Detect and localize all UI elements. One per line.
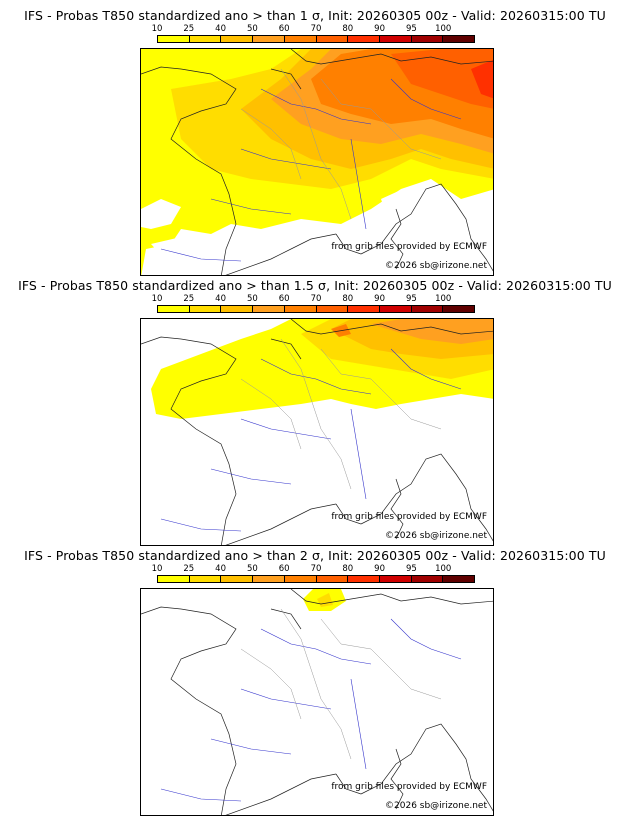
colorbar-tick-label: 25 xyxy=(183,294,195,304)
colorbar-tick-label: 50 xyxy=(246,294,258,304)
colorbar-segment xyxy=(411,306,444,312)
probability-fill xyxy=(151,319,493,419)
colorbar-segment xyxy=(348,306,380,312)
colorbar-segment xyxy=(443,306,475,312)
colorbar-segment xyxy=(221,306,254,312)
colorbar-tick-label: 60 xyxy=(278,24,290,34)
colorbar-tick-label: 40 xyxy=(215,24,227,34)
colorbar-segment xyxy=(189,576,222,582)
source-credit: from grib files provided by ECMWF xyxy=(331,512,487,522)
colorbar-tick-label: 80 xyxy=(342,564,354,574)
map-panel-1: IFS - Probas T850 standardized ano > tha… xyxy=(0,0,630,276)
colorbar-tick-label: 90 xyxy=(374,564,386,574)
colorbar-segment xyxy=(379,576,412,582)
colorbar-tick-label: 70 xyxy=(310,564,322,574)
colorbar-segment xyxy=(443,36,475,42)
colorbar-segment xyxy=(189,306,222,312)
source-credit: from grib files provided by ECMWF xyxy=(331,782,487,792)
colorbar-tick-label: 80 xyxy=(342,24,354,34)
colorbar-tick-label: 10 xyxy=(151,24,163,34)
coastlines xyxy=(141,49,493,275)
panel-title: IFS - Probas T850 standardized ano > tha… xyxy=(18,278,612,293)
copyright-credit: ©2026 sb@irizone.net xyxy=(385,801,487,811)
colorbar-tick-label: 25 xyxy=(183,24,195,34)
borders xyxy=(240,608,442,760)
colorbar-segment xyxy=(316,36,349,42)
colorbar-segment xyxy=(253,36,285,42)
map-panel-3: IFS - Probas T850 standardized ano > tha… xyxy=(0,540,630,816)
colorbar-tick-label: 90 xyxy=(374,294,386,304)
colorbar-tick-label: 100 xyxy=(435,294,452,304)
colorbar-tick-label: 50 xyxy=(246,24,258,34)
colorbar-tick-label: 60 xyxy=(278,294,290,304)
colorbar-segment xyxy=(348,36,380,42)
colorbar-tick-label: 40 xyxy=(215,294,227,304)
colorbar-tick-label: 95 xyxy=(405,294,417,304)
colorbar-tick-label: 80 xyxy=(342,294,354,304)
copyright-credit: ©2026 sb@irizone.net xyxy=(385,531,487,541)
colorbar xyxy=(157,35,475,43)
panel-title: IFS - Probas T850 standardized ano > tha… xyxy=(24,8,606,23)
colorbar-segment xyxy=(379,36,412,42)
colorbar-tick-label: 10 xyxy=(151,294,163,304)
colorbar-segment xyxy=(284,576,317,582)
colorbar-segment xyxy=(221,576,254,582)
colorbar-tick-label: 40 xyxy=(215,564,227,574)
colorbar-segment xyxy=(411,36,444,42)
colorbar-tick-label: 70 xyxy=(310,24,322,34)
colorbar-tick-label: 90 xyxy=(374,24,386,34)
colorbar-segment xyxy=(443,576,475,582)
rivers xyxy=(160,78,462,262)
colorbar-ticks: 10 25 40 50 60 70 80 90 95 100 xyxy=(152,294,475,305)
colorbar-segment xyxy=(316,576,349,582)
colorbar-ticks: 10 25 40 50 60 70 80 90 95 100 xyxy=(152,564,475,575)
colorbar-tick-label: 95 xyxy=(405,564,417,574)
colorbar-tick-label: 70 xyxy=(310,294,322,304)
colorbar-tick-label: 100 xyxy=(435,24,452,34)
rivers xyxy=(160,618,462,802)
colorbar xyxy=(157,575,475,583)
coastlines xyxy=(141,589,493,815)
probability-map: from grib files provided by ECMWF ©2026 … xyxy=(140,318,494,546)
colorbar-tick-label: 60 xyxy=(278,564,290,574)
panel-title: IFS - Probas T850 standardized ano > tha… xyxy=(24,548,606,563)
colorbar-tick-label: 25 xyxy=(183,564,195,574)
probability-map: from grib files provided by ECMWF ©2026 … xyxy=(140,588,494,816)
source-credit: from grib files provided by ECMWF xyxy=(331,242,487,252)
probability-fill xyxy=(141,49,493,275)
colorbar-segment xyxy=(411,576,444,582)
colorbar-segment xyxy=(379,306,412,312)
colorbar-segment xyxy=(158,36,190,42)
coastlines xyxy=(141,319,493,545)
borders xyxy=(240,68,442,220)
copyright-credit: ©2026 sb@irizone.net xyxy=(385,261,487,271)
colorbar-segment xyxy=(316,306,349,312)
rivers xyxy=(160,348,462,532)
colorbar-segment xyxy=(253,576,285,582)
colorbar-tick-label: 100 xyxy=(435,564,452,574)
colorbar-tick-label: 10 xyxy=(151,564,163,574)
probability-fill xyxy=(303,589,346,611)
colorbar-tick-label: 95 xyxy=(405,24,417,34)
colorbar-segment xyxy=(158,576,190,582)
borders xyxy=(240,338,442,490)
colorbar-segment xyxy=(253,306,285,312)
colorbar-ticks: 10 25 40 50 60 70 80 90 95 100 xyxy=(152,24,475,35)
colorbar-segment xyxy=(284,306,317,312)
colorbar xyxy=(157,305,475,313)
map-panel-2: IFS - Probas T850 standardized ano > tha… xyxy=(0,270,630,546)
colorbar-segment xyxy=(189,36,222,42)
colorbar-segment xyxy=(221,36,254,42)
colorbar-tick-label: 50 xyxy=(246,564,258,574)
colorbar-segment xyxy=(284,36,317,42)
probability-map: from grib files provided by ECMWF ©2026 … xyxy=(140,48,494,276)
colorbar-segment xyxy=(348,576,380,582)
colorbar-segment xyxy=(158,306,190,312)
